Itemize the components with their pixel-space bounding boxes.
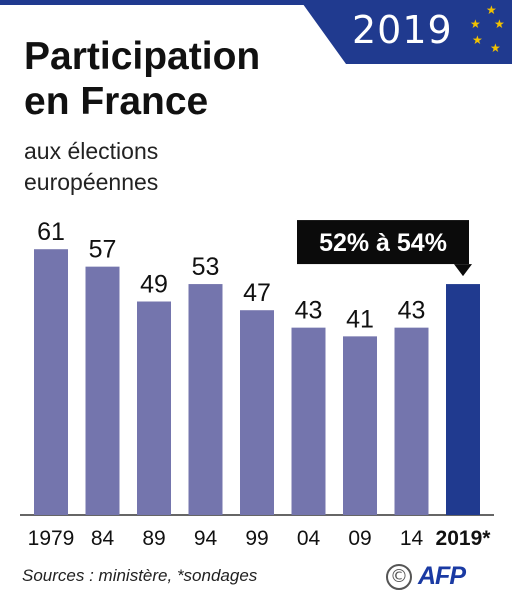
callout-label: 52% à 54% (319, 229, 447, 257)
bar-94 (188, 284, 223, 515)
tick-label-14: 14 (400, 527, 424, 550)
tick-label-84: 84 (91, 527, 115, 550)
bar-chart: 61 1979 57 84 49 89 53 94 47 99 43 04 41 09 43 14 2019* 5… (20, 218, 494, 550)
tick-label-89: 89 (142, 527, 165, 550)
value-label-94: 53 (192, 253, 220, 281)
badge-year-text: 2019 (352, 8, 453, 52)
value-label-09: 41 (346, 305, 374, 333)
chart-title: Participation en France (24, 35, 261, 123)
copyright-icon: © (386, 563, 412, 590)
bar-09 (343, 336, 377, 515)
value-label-99: 47 (243, 279, 271, 307)
tick-label-94: 94 (194, 527, 218, 550)
callout-pointer (454, 264, 472, 277)
bar-89 (137, 301, 171, 515)
tick-label-99: 99 (245, 527, 268, 550)
bar-14 (394, 327, 429, 515)
tick-label-1979: 1979 (28, 527, 75, 550)
tick-label-04: 04 (297, 527, 321, 550)
afp-logo-text: AFP (418, 562, 466, 590)
afp-logo: © AFP (386, 562, 466, 591)
chart-subtitle: aux élections européennes (24, 138, 159, 195)
tick-label-2019*: 2019* (436, 527, 492, 550)
top-band (0, 0, 512, 5)
source-note: Sources : ministère, *sondages (22, 566, 258, 585)
value-label-04: 43 (295, 297, 323, 325)
value-label-89: 49 (140, 271, 168, 299)
callout-box (297, 220, 469, 265)
value-label-84: 57 (89, 236, 117, 264)
bar-84 (85, 266, 120, 515)
tick-label-09: 09 (348, 527, 371, 550)
bar-99 (240, 310, 274, 515)
bar-04 (291, 327, 326, 515)
eu-stars-icon: ★ ★ ★ ★ ★ (470, 3, 505, 55)
value-label-1979: 61 (37, 218, 65, 246)
bar-2019* (446, 284, 480, 515)
bar-1979 (34, 249, 68, 515)
value-label-14: 43 (398, 297, 426, 325)
